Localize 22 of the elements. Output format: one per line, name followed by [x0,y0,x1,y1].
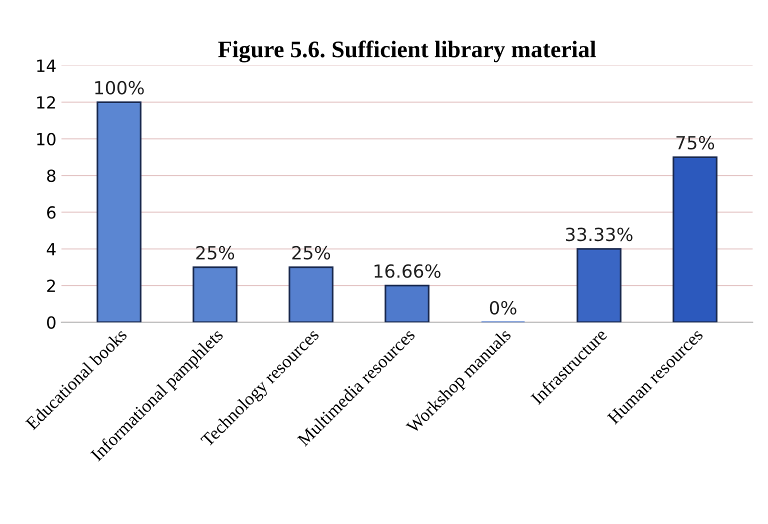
y-tick-label: 10 [37,132,56,146]
bar [288,266,334,322]
bar [384,284,430,322]
bar [576,248,622,322]
y-tick-label: 6 [47,206,56,219]
annotation: 33.33% [566,228,632,242]
y-tick-label: 14 [37,60,56,72]
y-tick-label: 4 [46,243,56,256]
bar [96,101,142,322]
annotation: 25% [196,246,234,260]
chart-title: Figure 5.6. Sufficient library material [218,40,596,62]
annotation: 16.66% [374,264,440,278]
y-tick-label: 12 [37,96,55,109]
bar [672,156,718,322]
y-tick-label: 8 [47,170,56,182]
annotation: 75% [676,136,714,150]
annotation: 0% [490,300,516,315]
annotation: 25% [292,246,330,260]
y-tick-label: 2 [47,280,55,292]
bar [192,266,238,322]
y-tick-label: 0 [47,316,56,329]
annotation: 100% [95,80,144,95]
